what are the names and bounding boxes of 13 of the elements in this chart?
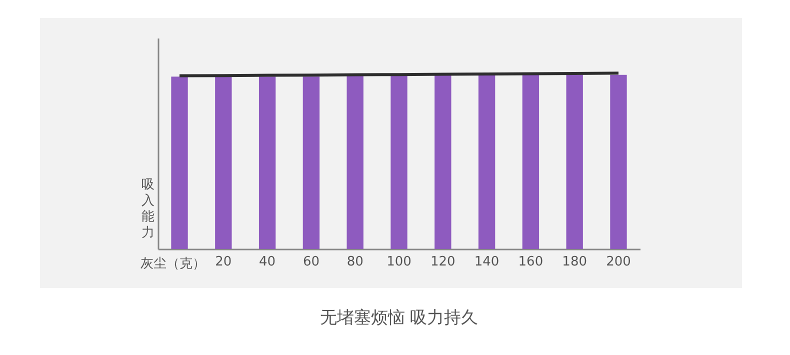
x-tick-label: 40 bbox=[259, 254, 276, 270]
x-axis-title: 灰尘（克） bbox=[140, 256, 206, 272]
x-tick-label: 200 bbox=[606, 254, 631, 270]
y-axis-title: 吸入能力 bbox=[142, 178, 154, 240]
x-tick-label: 100 bbox=[386, 254, 412, 270]
x-tick-label: 160 bbox=[518, 254, 544, 270]
text: 无堵塞烦恼 吸力持久 bbox=[320, 308, 478, 328]
x-tick-label: 60 bbox=[302, 254, 320, 270]
x-tick-label: 180 bbox=[562, 254, 588, 270]
x-tick-label: 120 bbox=[430, 254, 456, 270]
x-tick-label: 80 bbox=[346, 254, 364, 270]
x-tick-label: 140 bbox=[474, 254, 500, 270]
x-tick-label: 20 bbox=[215, 254, 232, 270]
